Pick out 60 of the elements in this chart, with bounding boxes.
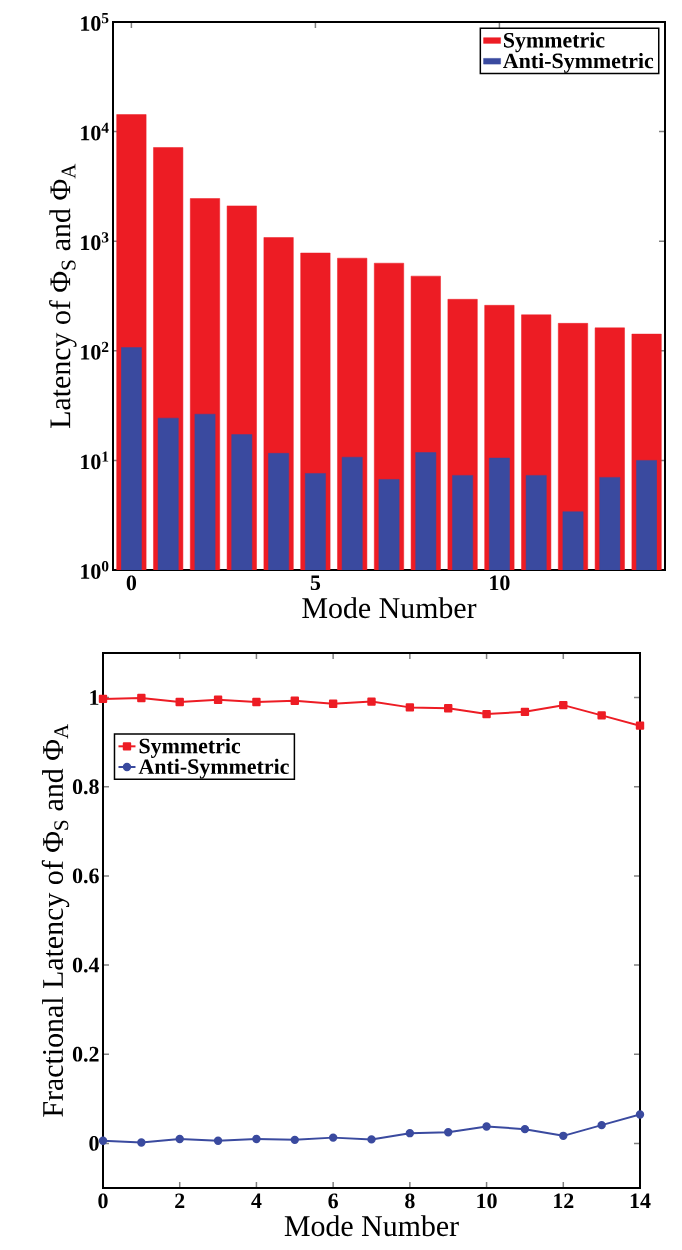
point: [482, 709, 491, 719]
point: [405, 703, 415, 712]
point: [328, 1133, 338, 1142]
point: [213, 695, 223, 705]
point: [98, 694, 108, 704]
point: [137, 1138, 146, 1147]
point: [175, 1134, 184, 1144]
legend-label: Symmetric: [503, 32, 605, 53]
y-tick-label: 0.6: [72, 868, 99, 884]
y-tick-label: 10$^{0}$: [81, 561, 109, 579]
x-axis-title: Mode Number: [284, 1215, 459, 1237]
legend-label: Symmetric: [139, 737, 241, 758]
point: [559, 1131, 568, 1141]
point: [444, 1128, 453, 1137]
point: [328, 699, 338, 709]
y-tick-label: 10$^{5}$: [81, 13, 109, 31]
x-tick-label: 5: [310, 575, 321, 591]
point: [290, 696, 299, 705]
x-tick-label: 10: [490, 575, 510, 591]
point: [252, 1134, 261, 1144]
y-tick-label: 0.4: [72, 957, 100, 973]
y-axis-title: Latency of Φ$_{S}$ and Φ$_{A}$: [49, 163, 77, 428]
x-tick-label: 0: [126, 575, 137, 591]
point: [213, 1136, 223, 1145]
y-tick-label: 0.2: [72, 1046, 99, 1062]
point: [367, 1135, 376, 1144]
y-tick-label: 0.8: [72, 779, 99, 795]
point: [137, 693, 146, 703]
point: [367, 697, 376, 706]
y-tick-label: 10$^{2}$: [81, 341, 109, 360]
y-tick-label: 10$^{4}$: [81, 122, 109, 141]
point: [252, 697, 261, 707]
point: [405, 1128, 415, 1138]
point: [520, 1124, 530, 1134]
x-tick-label: 8: [405, 1193, 415, 1209]
point: [520, 707, 530, 717]
x-axis-title: Mode Number: [302, 597, 477, 619]
y-tick-label: 0: [89, 1136, 99, 1151]
legend-label: Anti-Symmetric: [138, 758, 289, 779]
point: [444, 704, 453, 713]
point: [482, 1122, 491, 1131]
point: [635, 721, 645, 730]
y-tick-label: 10$^{3}$: [81, 232, 109, 251]
point: [597, 1120, 606, 1130]
x-tick-label: 12: [554, 1193, 574, 1209]
x-tick-label: 4: [251, 1193, 262, 1208]
legend-label: Anti-Symmetric: [503, 52, 654, 73]
x-tick-label: 6: [328, 1193, 338, 1209]
point: [98, 1136, 108, 1145]
y-tick-label: 10$^{1}$: [81, 451, 109, 470]
point: [635, 1110, 645, 1119]
point: [597, 711, 606, 720]
y-axis-title: Fractional Latency of Φ$_{S}$ and Φ$_{A}$: [41, 724, 70, 1117]
point: [559, 700, 568, 710]
point: [290, 1135, 299, 1145]
y-tick-label: 1: [90, 690, 99, 705]
x-tick-label: 10: [477, 1193, 497, 1209]
x-tick-label: 14: [630, 1193, 651, 1208]
x-tick-label: 2: [175, 1193, 185, 1209]
point: [175, 697, 184, 707]
